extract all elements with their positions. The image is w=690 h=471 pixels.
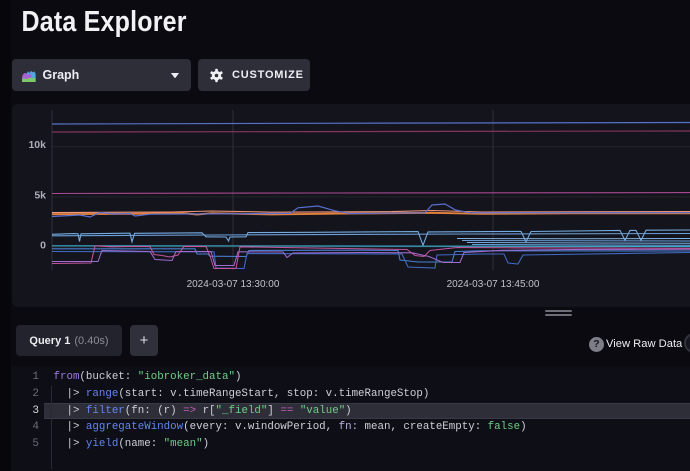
svg-text:2024-03-07 13:30:00: 2024-03-07 13:30:00 — [187, 279, 280, 290]
svg-text:5k: 5k — [34, 189, 46, 201]
svg-text:0: 0 — [40, 240, 46, 252]
svg-text:2024-03-07 13:45:00: 2024-03-07 13:45:00 — [447, 279, 540, 290]
svg-text:10k: 10k — [28, 139, 46, 151]
